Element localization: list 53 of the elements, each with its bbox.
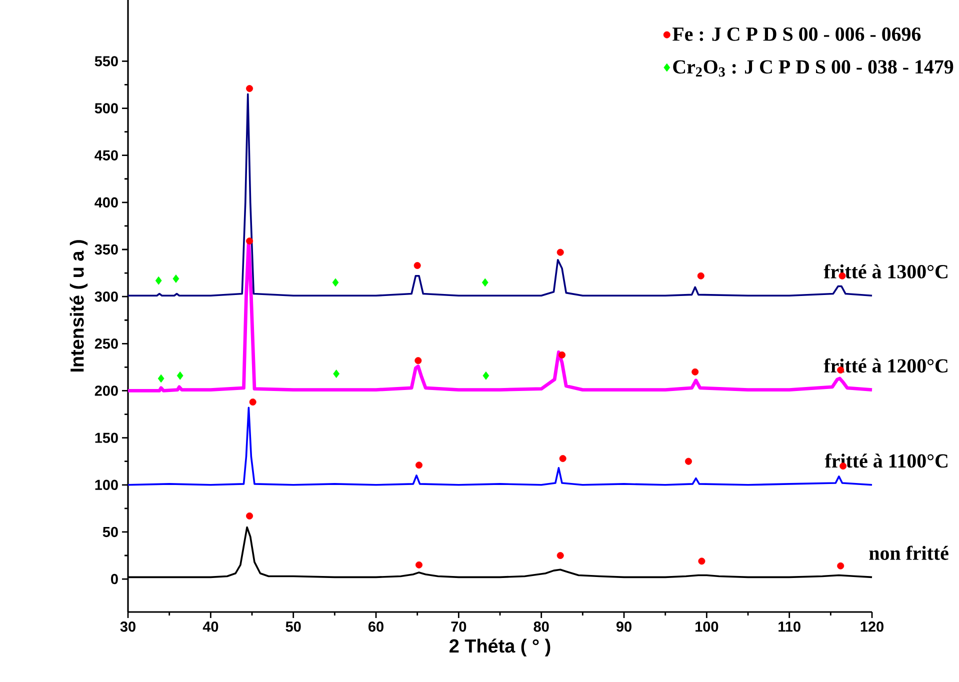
point xyxy=(697,272,704,280)
y-tick-label: 50 xyxy=(102,526,118,538)
x-tick-label: 50 xyxy=(286,622,301,632)
point xyxy=(556,552,564,560)
point xyxy=(684,458,692,465)
point xyxy=(415,561,422,568)
y-tick-label: 450 xyxy=(94,150,118,160)
x-axis-title: 2 Théta ( ° ) xyxy=(450,638,550,656)
point xyxy=(414,357,422,364)
x-tick-label: 60 xyxy=(368,622,384,632)
point xyxy=(414,262,421,270)
point xyxy=(559,455,566,462)
point xyxy=(692,368,699,376)
x-tick-label: 40 xyxy=(202,622,218,632)
x-tick-label: 70 xyxy=(451,622,466,632)
x-tick-label: 30 xyxy=(120,622,136,632)
y-tick-label: 400 xyxy=(94,197,118,208)
x-tick-label: 90 xyxy=(616,622,632,632)
point xyxy=(482,278,488,287)
legend-label: Fe : J C P D S 00 - 006 - 0696 xyxy=(672,27,921,41)
point xyxy=(558,351,566,358)
x-tick-label: 110 xyxy=(778,622,800,632)
point xyxy=(158,374,164,383)
y-tick-label: 250 xyxy=(94,338,118,349)
point xyxy=(246,512,254,520)
y-tick-label: 0 xyxy=(111,574,118,584)
point xyxy=(333,370,340,378)
point xyxy=(415,462,422,469)
point xyxy=(246,238,254,245)
line-series xyxy=(127,406,873,486)
point xyxy=(176,371,184,380)
point xyxy=(249,398,256,406)
y-tick-label: 100 xyxy=(95,480,118,490)
x-tick-label: 80 xyxy=(534,622,549,632)
point xyxy=(246,85,254,92)
series-label: non fritté xyxy=(869,546,948,560)
point xyxy=(155,276,162,285)
y-tick-label: 500 xyxy=(94,103,118,114)
point xyxy=(556,248,564,256)
x-tick-label: 120 xyxy=(860,622,884,632)
point xyxy=(332,278,339,287)
y-tick-label: 550 xyxy=(94,56,118,66)
point xyxy=(482,371,490,380)
y-tick-label: 150 xyxy=(95,432,118,443)
y-tick-label: 350 xyxy=(94,244,118,255)
y-tick-label: 200 xyxy=(94,386,118,396)
point xyxy=(837,562,844,570)
x-tick-label: 100 xyxy=(696,622,718,632)
point xyxy=(172,274,180,283)
y-tick-label: 300 xyxy=(94,291,118,302)
point xyxy=(698,558,706,565)
legend-label: Cr$_{2}$O$_{3}$ : J C P D S 00 - 038 - 1479 xyxy=(673,60,954,77)
y-axis-title: Intensité ( u a ) xyxy=(70,240,88,372)
